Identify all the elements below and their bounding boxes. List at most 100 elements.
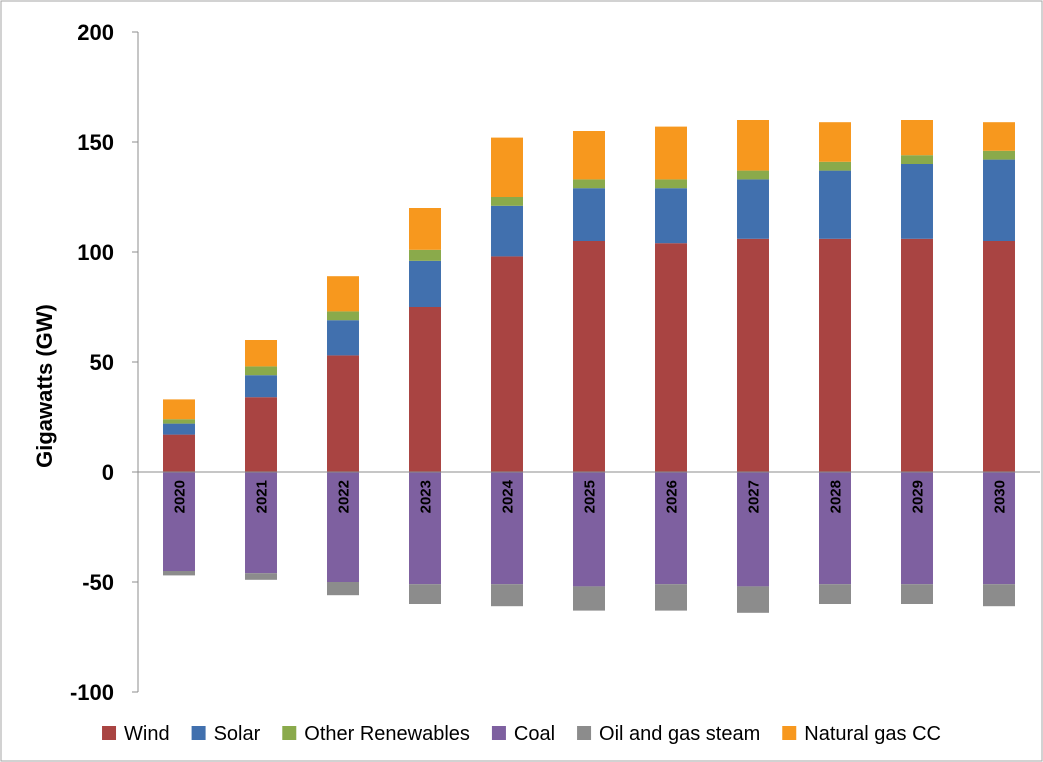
bar-coal-2027 xyxy=(737,472,769,587)
bar-natural-gas-cc-2029 xyxy=(901,120,933,156)
legend-item-wind: Wind xyxy=(102,723,170,745)
bar-natural-gas-cc-2027 xyxy=(737,120,769,171)
category-label-2026: 2026 xyxy=(664,480,681,513)
bar-natural-gas-cc-2025 xyxy=(573,131,605,180)
bar-oil-and-gas-steam-2022 xyxy=(327,582,359,596)
legend-label-coal: Coal xyxy=(514,723,555,745)
bar-other-renewables-2029 xyxy=(901,155,933,164)
bar-coal-2030 xyxy=(983,472,1015,585)
category-label-2024: 2024 xyxy=(500,479,517,513)
bar-oil-and-gas-steam-2025 xyxy=(573,586,605,611)
bar-oil-and-gas-steam-2030 xyxy=(983,584,1015,607)
bar-coal-2024 xyxy=(491,472,523,585)
bar-natural-gas-cc-2023 xyxy=(409,208,441,250)
bar-natural-gas-cc-2021 xyxy=(245,340,277,367)
bar-wind-2023 xyxy=(409,307,441,472)
axis-layer xyxy=(132,31,1040,693)
legend-swatch-natural-gas-cc xyxy=(782,726,797,740)
bar-solar-2028 xyxy=(819,170,851,239)
legend-label-oil-and-gas-steam: Oil and gas steam xyxy=(599,723,760,745)
legend-swatch-coal xyxy=(491,726,506,740)
category-label-2021: 2021 xyxy=(254,480,271,513)
bar-oil-and-gas-steam-2024 xyxy=(491,584,523,607)
bar-coal-2020 xyxy=(163,472,195,571)
bar-other-renewables-2022 xyxy=(327,311,359,321)
category-label-2020: 2020 xyxy=(172,480,189,513)
bar-other-renewables-2020 xyxy=(163,419,195,424)
legend-item-other-renewables: Other Renewables xyxy=(282,723,470,745)
y-tick-labels: 200 150 100 50 0 -50 -100 xyxy=(70,20,114,705)
bar-coal-2028 xyxy=(819,472,851,585)
bar-natural-gas-cc-2020 xyxy=(163,399,195,420)
bar-solar-2023 xyxy=(409,260,441,307)
y-tick-label: -50 xyxy=(82,570,114,595)
legend-label-other-renewables: Other Renewables xyxy=(304,723,470,745)
y-tick-label: 100 xyxy=(77,240,114,265)
bar-other-renewables-2030 xyxy=(983,150,1015,160)
category-label-2029: 2029 xyxy=(910,480,927,513)
y-tick-label: 0 xyxy=(102,460,114,485)
bar-coal-2029 xyxy=(901,472,933,585)
bar-oil-and-gas-steam-2021 xyxy=(245,573,277,580)
bar-wind-2030 xyxy=(983,241,1015,472)
category-labels: 2020 2021 2022 2023 2024 2025 2026 2027 2028 2029… xyxy=(172,479,1009,513)
bar-oil-and-gas-steam-2028 xyxy=(819,584,851,604)
bar-natural-gas-cc-2024 xyxy=(491,137,523,197)
bar-oil-and-gas-steam-2026 xyxy=(655,584,687,611)
legend-label-wind: Wind xyxy=(124,723,170,745)
bar-solar-2029 xyxy=(901,164,933,239)
legend-item-natural-gas-cc: Natural gas CC xyxy=(782,723,941,745)
category-label-2023: 2023 xyxy=(418,480,435,513)
bar-wind-2024 xyxy=(491,256,523,472)
legend-label-solar: Solar xyxy=(214,723,261,745)
bar-solar-2024 xyxy=(491,205,523,257)
bar-other-renewables-2023 xyxy=(409,249,441,261)
legend-item-solar: Solar xyxy=(191,723,261,745)
legend-swatch-wind xyxy=(102,726,117,740)
bar-oil-and-gas-steam-2020 xyxy=(163,571,195,576)
y-tick-label: 200 xyxy=(77,20,114,45)
y-axis-title: Gigawatts (GW) xyxy=(32,304,57,468)
bar-other-renewables-2027 xyxy=(737,170,769,180)
bar-other-renewables-2026 xyxy=(655,179,687,189)
category-label-2027: 2027 xyxy=(746,480,763,513)
bar-solar-2030 xyxy=(983,159,1015,241)
bar-oil-and-gas-steam-2029 xyxy=(901,584,933,604)
bar-solar-2021 xyxy=(245,375,277,398)
bar-other-renewables-2028 xyxy=(819,161,851,171)
legend-swatch-solar xyxy=(191,726,206,740)
bar-wind-2020 xyxy=(163,434,195,472)
bar-coal-2025 xyxy=(573,472,605,587)
bar-solar-2026 xyxy=(655,188,687,244)
bar-coal-2022 xyxy=(327,472,359,582)
category-label-2028: 2028 xyxy=(828,480,845,513)
y-tick-label: -100 xyxy=(70,680,114,705)
bar-other-renewables-2024 xyxy=(491,197,523,206)
bar-wind-2022 xyxy=(327,355,359,472)
bar-wind-2027 xyxy=(737,238,769,472)
legend-swatch-oil-and-gas-steam xyxy=(577,726,592,740)
bar-coal-2026 xyxy=(655,472,687,585)
y-tick-label: 150 xyxy=(77,130,114,155)
legend: Wind Solar Other Renewables Coal Oil and gas… xyxy=(102,723,941,745)
bar-wind-2026 xyxy=(655,243,687,472)
bars-layer xyxy=(163,120,1015,613)
category-label-2022: 2022 xyxy=(336,480,353,513)
legend-item-coal: Coal xyxy=(491,723,555,745)
bar-wind-2029 xyxy=(901,238,933,472)
bar-solar-2022 xyxy=(327,320,359,356)
bar-natural-gas-cc-2028 xyxy=(819,122,851,162)
bar-wind-2028 xyxy=(819,238,851,472)
y-tick-label: 50 xyxy=(90,350,114,375)
bar-natural-gas-cc-2030 xyxy=(983,122,1015,151)
bar-oil-and-gas-steam-2023 xyxy=(409,584,441,604)
bar-wind-2021 xyxy=(245,397,277,472)
legend-swatch-other-renewables xyxy=(282,726,297,740)
bar-coal-2021 xyxy=(245,472,277,574)
legend-label-natural-gas-cc: Natural gas CC xyxy=(804,723,941,745)
bar-oil-and-gas-steam-2027 xyxy=(737,586,769,613)
bar-wind-2025 xyxy=(573,241,605,472)
legend-item-oil-and-gas-steam: Oil and gas steam xyxy=(577,723,760,745)
bar-solar-2027 xyxy=(737,179,769,239)
